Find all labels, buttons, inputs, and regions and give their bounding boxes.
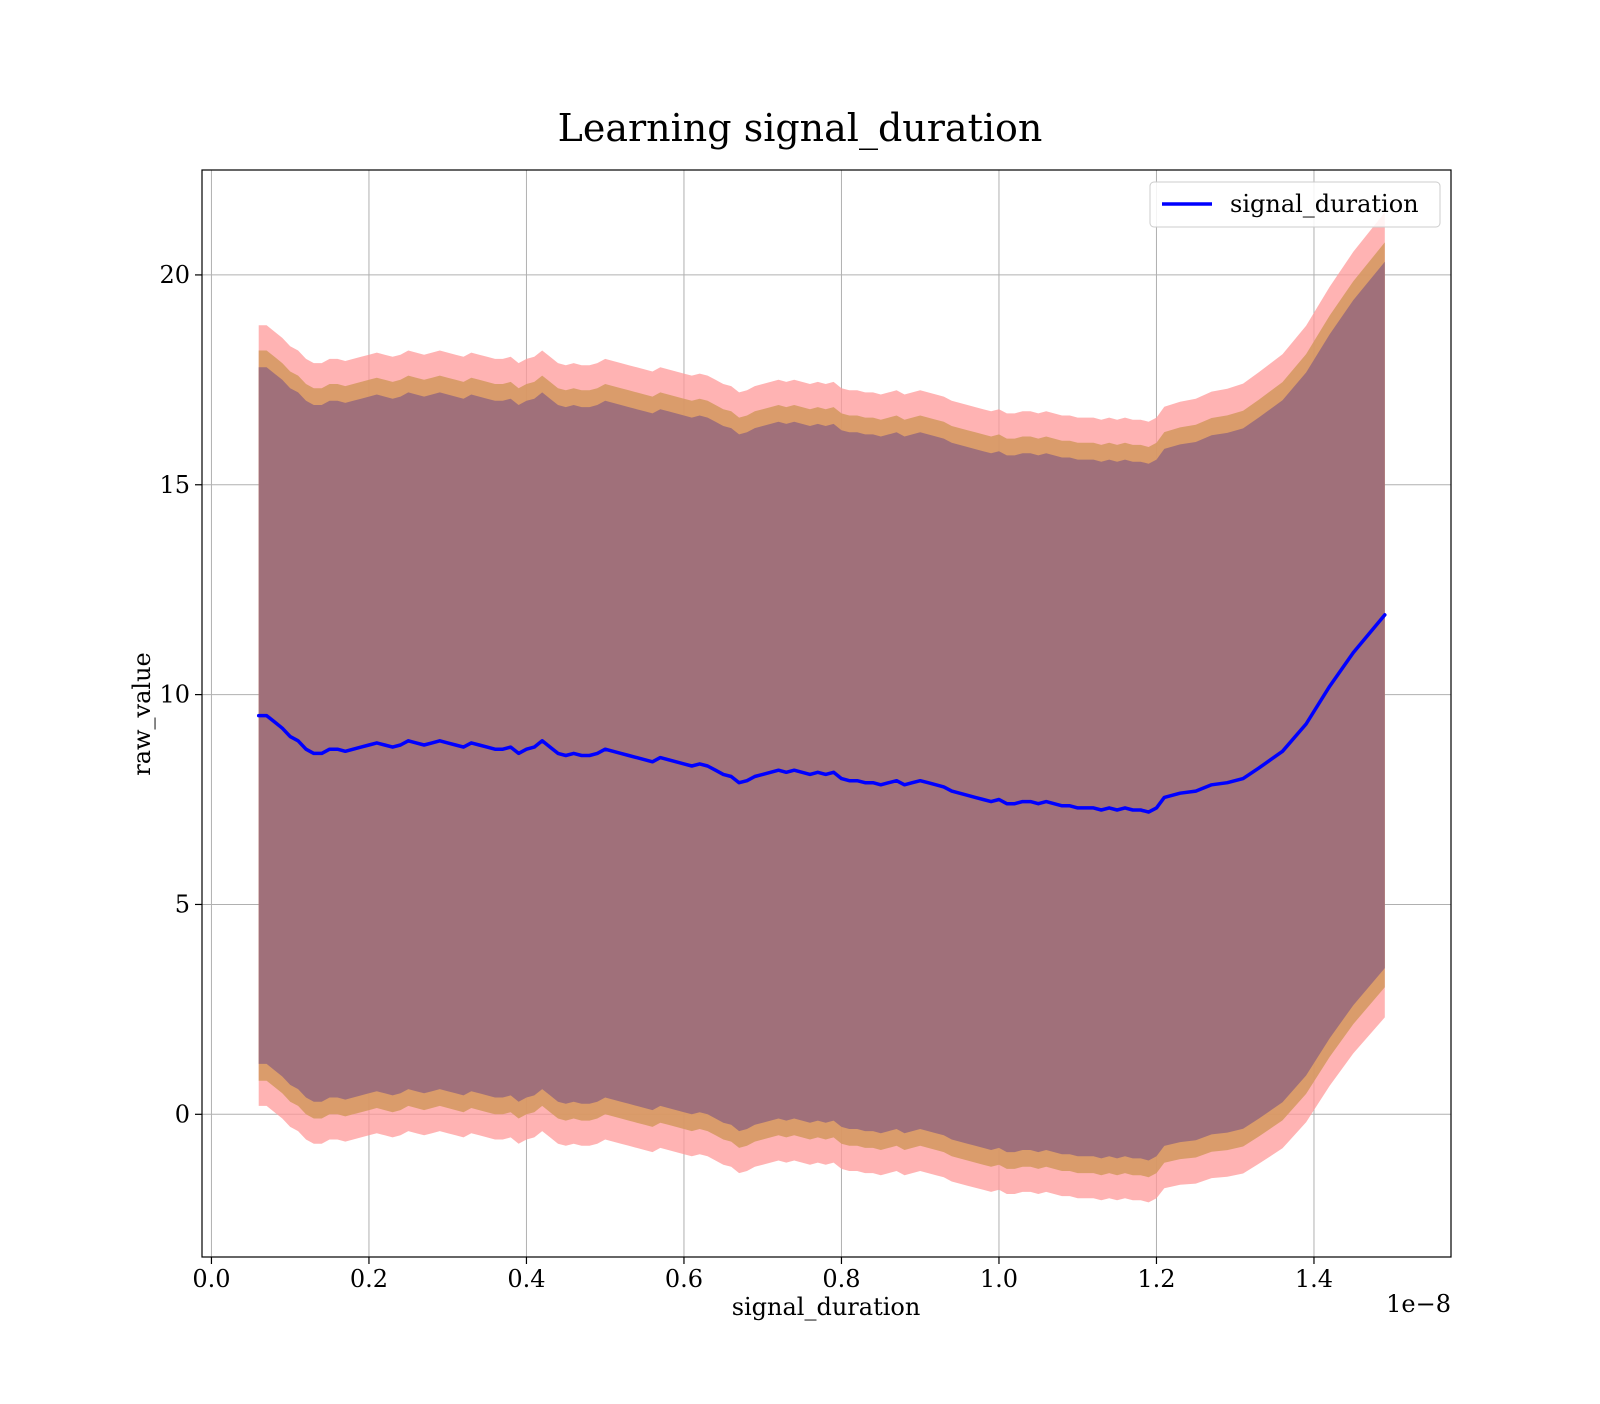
y-tick-label: 20 (159, 261, 190, 289)
x-tick-label: 0.8 (822, 1265, 860, 1293)
y-tick-label: 10 (159, 681, 190, 709)
line-layer (256, 613, 1387, 814)
legend-label: signal_duration (1230, 190, 1419, 218)
y-axis-label: raw_value (128, 652, 156, 776)
x-tick-label: 0.4 (507, 1265, 545, 1293)
x-tick-label: 1.2 (1137, 1265, 1175, 1293)
x-tick-label: 0.6 (665, 1265, 703, 1293)
y-tick-label: 0 (175, 1100, 190, 1128)
legend: signal_duration (1149, 181, 1441, 228)
legend-box (1149, 181, 1441, 228)
x-tick-label: 1.4 (1295, 1265, 1333, 1293)
series-line-signal_duration (256, 613, 1387, 814)
plot-frame (201, 169, 1452, 1258)
x-axis-offset-label: 1e−8 (1386, 1290, 1451, 1318)
chart-title: Learning signal_duration (558, 106, 1043, 151)
x-axis-label: signal_duration (732, 1293, 921, 1321)
tick-layer: 0.0 0.2 0.4 0.6 0.8 1.0 1.2 1.4 0 5 10 15 20 (159, 261, 1333, 1293)
y-tick-label: 15 (159, 471, 190, 499)
x-tick-label: 1.0 (980, 1265, 1018, 1293)
band-layer (258, 212, 1385, 1203)
x-tick-label: 0.0 (192, 1265, 230, 1293)
y-tick-label: 5 (175, 890, 190, 918)
confidence-band-inner (258, 261, 1385, 1161)
x-tick-label: 0.2 (350, 1265, 388, 1293)
